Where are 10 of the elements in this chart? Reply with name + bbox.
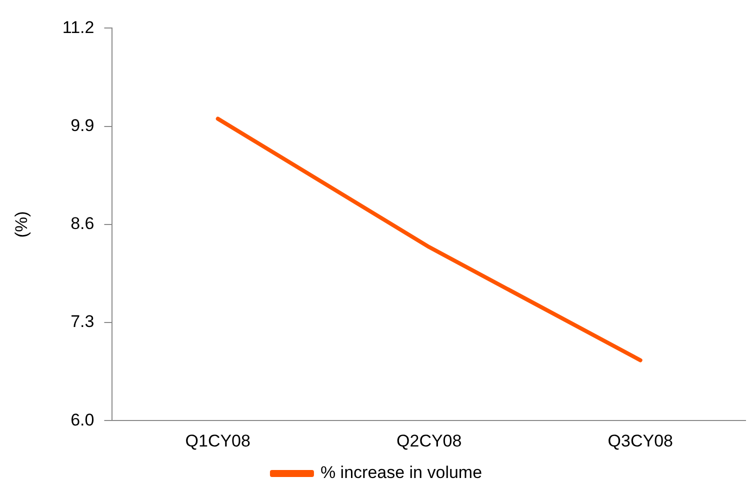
x-tick-label: Q2CY08 <box>396 431 462 450</box>
y-tick-label: 11.2 <box>62 18 94 37</box>
y-axis-title: (%) <box>12 211 31 238</box>
y-tick-label: 9.9 <box>70 116 94 135</box>
x-tick-label: Q1CY08 <box>185 431 250 450</box>
legend-label: % increase in volume <box>320 463 482 482</box>
x-tick-label: Q3CY08 <box>608 431 673 450</box>
y-tick-label: 8.6 <box>70 214 94 234</box>
y-tick-label: 7.3 <box>70 312 94 332</box>
y-tick-label: 6.0 <box>70 410 94 430</box>
